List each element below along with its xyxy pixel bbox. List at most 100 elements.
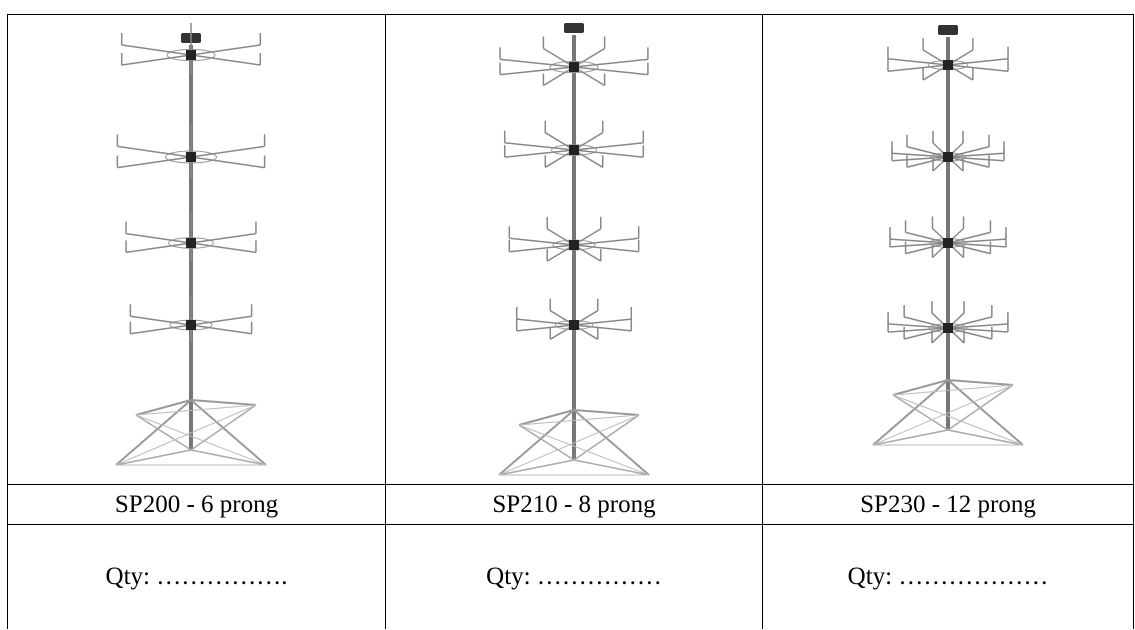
prong	[573, 318, 632, 326]
prong	[573, 149, 644, 158]
tier-hub	[569, 62, 579, 72]
prong	[117, 156, 192, 169]
prong	[573, 142, 644, 151]
tier-hub	[186, 238, 196, 248]
qty-row: Qty: ……………. Qty: …………… Qty: ………………	[7, 524, 1134, 629]
prong	[509, 237, 575, 246]
prong	[905, 231, 949, 244]
prong	[947, 242, 1007, 248]
qty-field: Qty: ………………	[762, 524, 1134, 629]
tier-ring	[549, 60, 599, 74]
rack-image	[872, 25, 1024, 446]
base-frame	[872, 384, 1024, 446]
prong	[573, 237, 639, 246]
prong	[947, 316, 993, 329]
image-cell	[762, 14, 1134, 485]
prong	[947, 58, 1009, 66]
base-leg	[573, 459, 650, 476]
prong	[190, 54, 261, 66]
tier-hub	[943, 152, 953, 162]
base-leg	[135, 414, 192, 451]
prong	[905, 242, 949, 255]
base-leg	[190, 449, 267, 466]
product-label: SP200 - 6 prong	[7, 484, 386, 525]
base-leg	[573, 409, 640, 416]
prong	[947, 327, 993, 340]
base-leg	[498, 409, 575, 476]
label-row: SP200 - 6 prong SP210 - 8 prong SP230 - …	[7, 484, 1134, 525]
base-leg	[947, 379, 1014, 386]
tier-hub	[186, 152, 196, 162]
prong	[504, 149, 575, 158]
prong	[887, 64, 949, 72]
base-leg	[190, 399, 267, 466]
tier-hub	[569, 320, 579, 330]
product-label: SP210 - 8 prong	[385, 484, 763, 525]
prong	[190, 315, 252, 326]
prong	[190, 156, 265, 169]
prong	[500, 66, 575, 76]
prong	[573, 324, 632, 332]
base-leg	[573, 414, 640, 461]
base-frame	[498, 414, 650, 476]
prong	[130, 324, 192, 335]
image-row	[7, 14, 1134, 485]
prong	[906, 146, 949, 158]
prong	[573, 58, 648, 68]
prong	[947, 156, 990, 168]
tier-hub	[569, 145, 579, 155]
prong	[947, 156, 1005, 162]
prong	[190, 232, 257, 244]
base-leg	[573, 409, 650, 476]
prong	[573, 47, 606, 68]
tier-hub	[186, 320, 196, 330]
product-label: SP230 - 12 prong	[762, 484, 1134, 525]
prong	[117, 145, 192, 158]
prong	[516, 324, 575, 332]
prong	[125, 232, 192, 244]
tier-ring	[551, 144, 597, 156]
prong	[573, 66, 648, 76]
prong	[906, 156, 949, 168]
base-leg	[518, 424, 575, 461]
prong	[903, 327, 949, 340]
prong	[121, 54, 192, 66]
rack-image	[115, 23, 267, 466]
prong	[889, 238, 949, 244]
base-frame	[115, 404, 267, 466]
base-leg	[498, 459, 575, 476]
base-leg	[190, 404, 257, 451]
prong	[947, 242, 991, 255]
prong	[542, 47, 575, 68]
base-leg	[947, 384, 1014, 431]
rack-cap	[564, 23, 584, 33]
base-leg	[892, 379, 949, 396]
rack-image	[498, 23, 650, 476]
image-cell	[385, 14, 763, 485]
base-leg	[947, 429, 1024, 446]
qty-field: Qty: ……………	[385, 524, 763, 629]
prong	[509, 244, 575, 253]
qty-field: Qty: …………….	[7, 524, 386, 629]
prong	[947, 231, 991, 244]
tier-hub	[569, 240, 579, 250]
prong	[125, 242, 192, 254]
prong	[190, 145, 265, 158]
prong	[121, 44, 192, 56]
prong	[542, 66, 575, 87]
base-leg	[115, 449, 192, 466]
tier-hub	[186, 50, 196, 60]
prong	[889, 242, 949, 248]
prong	[888, 327, 949, 333]
prong	[190, 324, 252, 335]
base-leg	[892, 394, 949, 431]
base-leg	[872, 379, 949, 446]
base-leg	[518, 409, 575, 426]
prong	[891, 152, 949, 158]
tier-hub	[943, 323, 953, 333]
prong	[573, 66, 606, 87]
prong	[573, 244, 639, 253]
prong	[947, 327, 1008, 333]
prong	[887, 58, 949, 66]
